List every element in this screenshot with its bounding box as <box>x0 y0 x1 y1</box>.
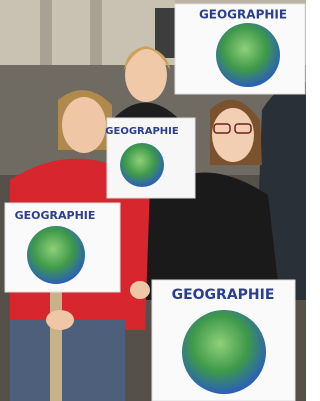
hand <box>130 281 150 299</box>
page: GEOGRAPHIE GEOGRAPHIE GEOGRAPHIE GEOGRAP… <box>0 0 306 401</box>
building-column <box>90 0 102 70</box>
globe <box>27 226 85 284</box>
person-left-face <box>62 97 106 153</box>
building-column <box>40 0 52 70</box>
globe <box>120 143 164 187</box>
globe <box>216 23 280 87</box>
person-right-woman-face <box>212 108 254 162</box>
window <box>155 8 175 58</box>
hand <box>46 310 74 330</box>
sign-stick <box>50 285 62 401</box>
sign-label: GEOGRAPHIE <box>105 126 179 137</box>
sign-label: GEOGRAPHIE <box>15 209 96 222</box>
sign-label: GEOGRAPHIE <box>199 8 287 22</box>
sign-label: GEOGRAPHIE <box>172 287 275 303</box>
person-left-jeans <box>10 320 125 401</box>
photo: GEOGRAPHIE GEOGRAPHIE GEOGRAPHIE GEOGRAP… <box>0 0 306 401</box>
globe <box>182 310 266 394</box>
